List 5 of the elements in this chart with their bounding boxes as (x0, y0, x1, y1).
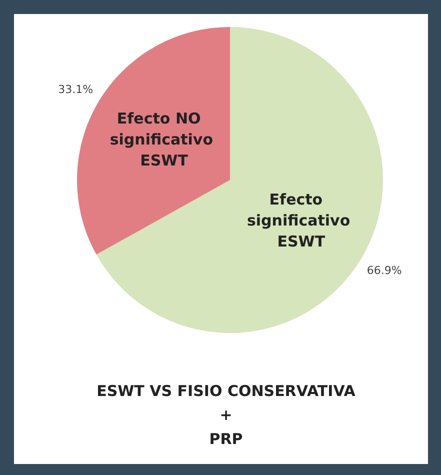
data-label: 66.9% (366, 264, 402, 278)
slice-label: Efecto significativo ESWT (246, 190, 350, 250)
data-label: 33.1% (58, 82, 94, 96)
slice-label: Efecto NO significativo ESWT (110, 110, 214, 170)
text: ESWT VS FISIO CONSERVATIVA + PRP (96, 382, 356, 448)
